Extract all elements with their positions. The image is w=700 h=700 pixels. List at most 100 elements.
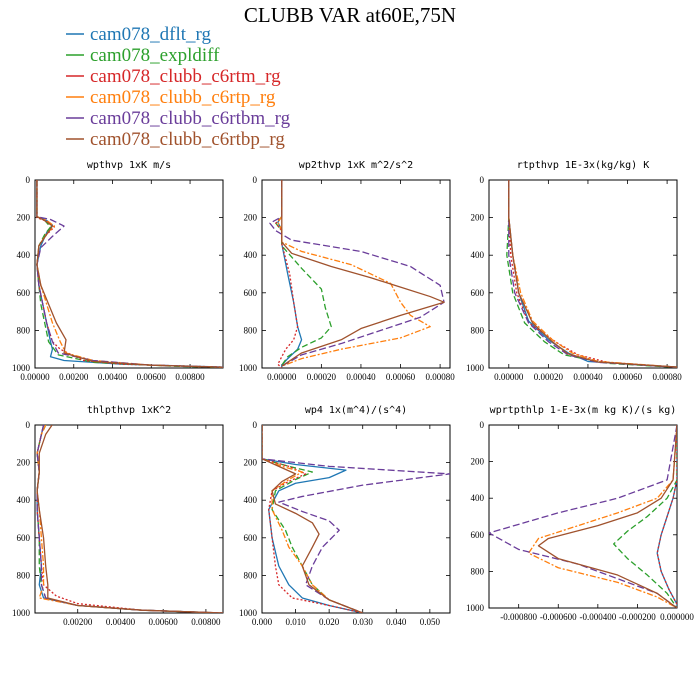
x-tick-label: 0.00060 xyxy=(386,372,416,382)
legend-label-c6rtm: cam078_clubb_c6rtm_rg xyxy=(90,66,281,87)
series-line-expldiff xyxy=(36,180,223,368)
y-tick-label: 0 xyxy=(480,175,485,185)
plot-frame xyxy=(261,179,451,369)
x-tick-label: 0.050 xyxy=(420,617,441,627)
x-tick-label: 0.00800 xyxy=(191,617,221,627)
x-tick-label: 0.00600 xyxy=(149,617,179,627)
legend-label-c6rtbm: cam078_clubb_c6rtbm_rg xyxy=(90,108,291,129)
y-tick-label: 200 xyxy=(244,458,258,468)
plot-frame xyxy=(488,424,678,609)
series-line-dflt xyxy=(277,180,303,368)
series-line-expldiff xyxy=(262,425,363,613)
panel-2: wp2thvp 1xK m^2/s^2 0 200 400 600 800 1000 0.00… xyxy=(239,160,455,382)
y-tick-label: 800 xyxy=(244,325,258,335)
x-tick-label: 0.00080 xyxy=(652,372,682,382)
series-group xyxy=(269,180,445,368)
series-line-c6rtbm xyxy=(489,425,677,608)
panel-title: wpthvp 1xK m/s xyxy=(87,160,171,171)
y-tick-label: 200 xyxy=(244,213,258,223)
x-tick-label: 0.00800 xyxy=(175,372,205,382)
legend-label-c6rtp: cam078_clubb_c6rtp_rg xyxy=(90,87,276,108)
series-line-c6rtbp xyxy=(281,180,445,367)
y-tick-label: 1000 xyxy=(466,603,485,613)
x-tick-label: 0.00020 xyxy=(307,372,337,382)
series-line-c6rtp xyxy=(527,425,677,608)
series-line-expldiff xyxy=(613,425,677,608)
series-line-c6rtp xyxy=(508,180,677,368)
panel-3: rtpthvp 1E-3x(kg/kg) K 0 200 400 600 800 1000 0… xyxy=(466,160,682,382)
x-tick-label: 0.00040 xyxy=(573,372,603,382)
y-tick-label: 200 xyxy=(17,458,31,468)
panel-title: thlpthvp 1xK^2 xyxy=(87,405,171,416)
y-tick-label: 600 xyxy=(471,530,485,540)
series-line-c6rtm xyxy=(262,425,363,613)
y-tick-label: 1000 xyxy=(239,608,258,618)
x-tick-label: 0.00080 xyxy=(425,372,455,382)
legend-label-dflt: cam078_dflt_rg xyxy=(90,24,212,45)
series-line-c6rtbp xyxy=(508,180,677,368)
plot-frame xyxy=(34,179,224,369)
series-line-c6rtbm xyxy=(262,425,450,613)
series-line-c6rtp xyxy=(36,425,223,613)
y-tick-label: 600 xyxy=(471,288,485,298)
panel-title: wp4 1x(m^4)/(s^4) xyxy=(305,405,407,416)
x-tick-label: 0.00000 xyxy=(20,372,50,382)
y-tick-label: 400 xyxy=(17,250,31,260)
y-tick-label: 0 xyxy=(26,175,31,185)
y-tick-label: 800 xyxy=(244,570,258,580)
panel-title: wprtpthlp 1-E-3x(m kg K)/(s kg) xyxy=(490,405,677,416)
x-tick-label: 0.020 xyxy=(319,617,340,627)
series-line-expldiff xyxy=(36,425,223,613)
series-line-c6rtm xyxy=(275,180,299,368)
panel-6: wprtpthlp 1-E-3x(m kg K)/(s kg) 0 200 400 60… xyxy=(466,405,694,622)
series-group xyxy=(506,180,677,368)
plot-frame xyxy=(488,179,678,369)
x-tick-label: 0.010 xyxy=(285,617,306,627)
series-line-c6rtbp xyxy=(36,180,223,368)
series-line-c6rtbm xyxy=(36,180,223,368)
series-line-c6rtbp xyxy=(262,425,363,613)
series-line-c6rtbm xyxy=(36,425,223,613)
y-tick-label: 1000 xyxy=(12,363,31,373)
x-tick-label: 0.00400 xyxy=(106,617,136,627)
y-tick-label: 600 xyxy=(17,288,31,298)
series-group xyxy=(36,180,223,368)
series-group xyxy=(262,425,450,613)
y-tick-label: 0 xyxy=(480,420,485,430)
y-tick-label: 0 xyxy=(253,420,258,430)
series-group xyxy=(36,425,223,613)
y-tick-label: 400 xyxy=(17,495,31,505)
series-line-c6rtbm xyxy=(508,180,677,368)
y-tick-label: 600 xyxy=(244,533,258,543)
y-tick-label: 800 xyxy=(17,570,31,580)
y-tick-label: 400 xyxy=(244,250,258,260)
y-tick-label: 200 xyxy=(471,457,485,467)
series-line-c6rtm xyxy=(508,180,677,368)
y-tick-label: 800 xyxy=(17,325,31,335)
x-tick-label: 0.00020 xyxy=(534,372,564,382)
legend-label-c6rtbp: cam078_clubb_c6rtbp_rg xyxy=(90,129,285,150)
x-tick-label: -0.000400 xyxy=(579,612,616,622)
x-tick-label: 0.030 xyxy=(353,617,374,627)
legend: cam078_dflt_rgcam078_expldiffcam078_club… xyxy=(66,24,291,150)
y-tick-label: 400 xyxy=(244,495,258,505)
series-line-c6rtm xyxy=(656,425,677,608)
panel-title: wp2thvp 1xK m^2/s^2 xyxy=(299,160,413,171)
y-tick-label: 600 xyxy=(244,288,258,298)
plot-frame xyxy=(34,424,224,614)
x-tick-label: 0.00600 xyxy=(137,372,167,382)
series-line-c6rtp xyxy=(36,180,223,368)
y-tick-label: 800 xyxy=(471,325,485,335)
series-line-c6rtbm xyxy=(269,180,445,367)
y-tick-label: 1000 xyxy=(12,608,31,618)
legend-label-expldiff: cam078_expldiff xyxy=(90,45,220,66)
plot-frame xyxy=(261,424,451,614)
x-tick-label: -0.000600 xyxy=(540,612,577,622)
y-tick-label: 600 xyxy=(17,533,31,543)
series-group xyxy=(489,425,677,608)
x-tick-label: 0.00200 xyxy=(63,617,93,627)
y-tick-label: 200 xyxy=(17,213,31,223)
series-line-c6rtbp xyxy=(537,425,677,608)
